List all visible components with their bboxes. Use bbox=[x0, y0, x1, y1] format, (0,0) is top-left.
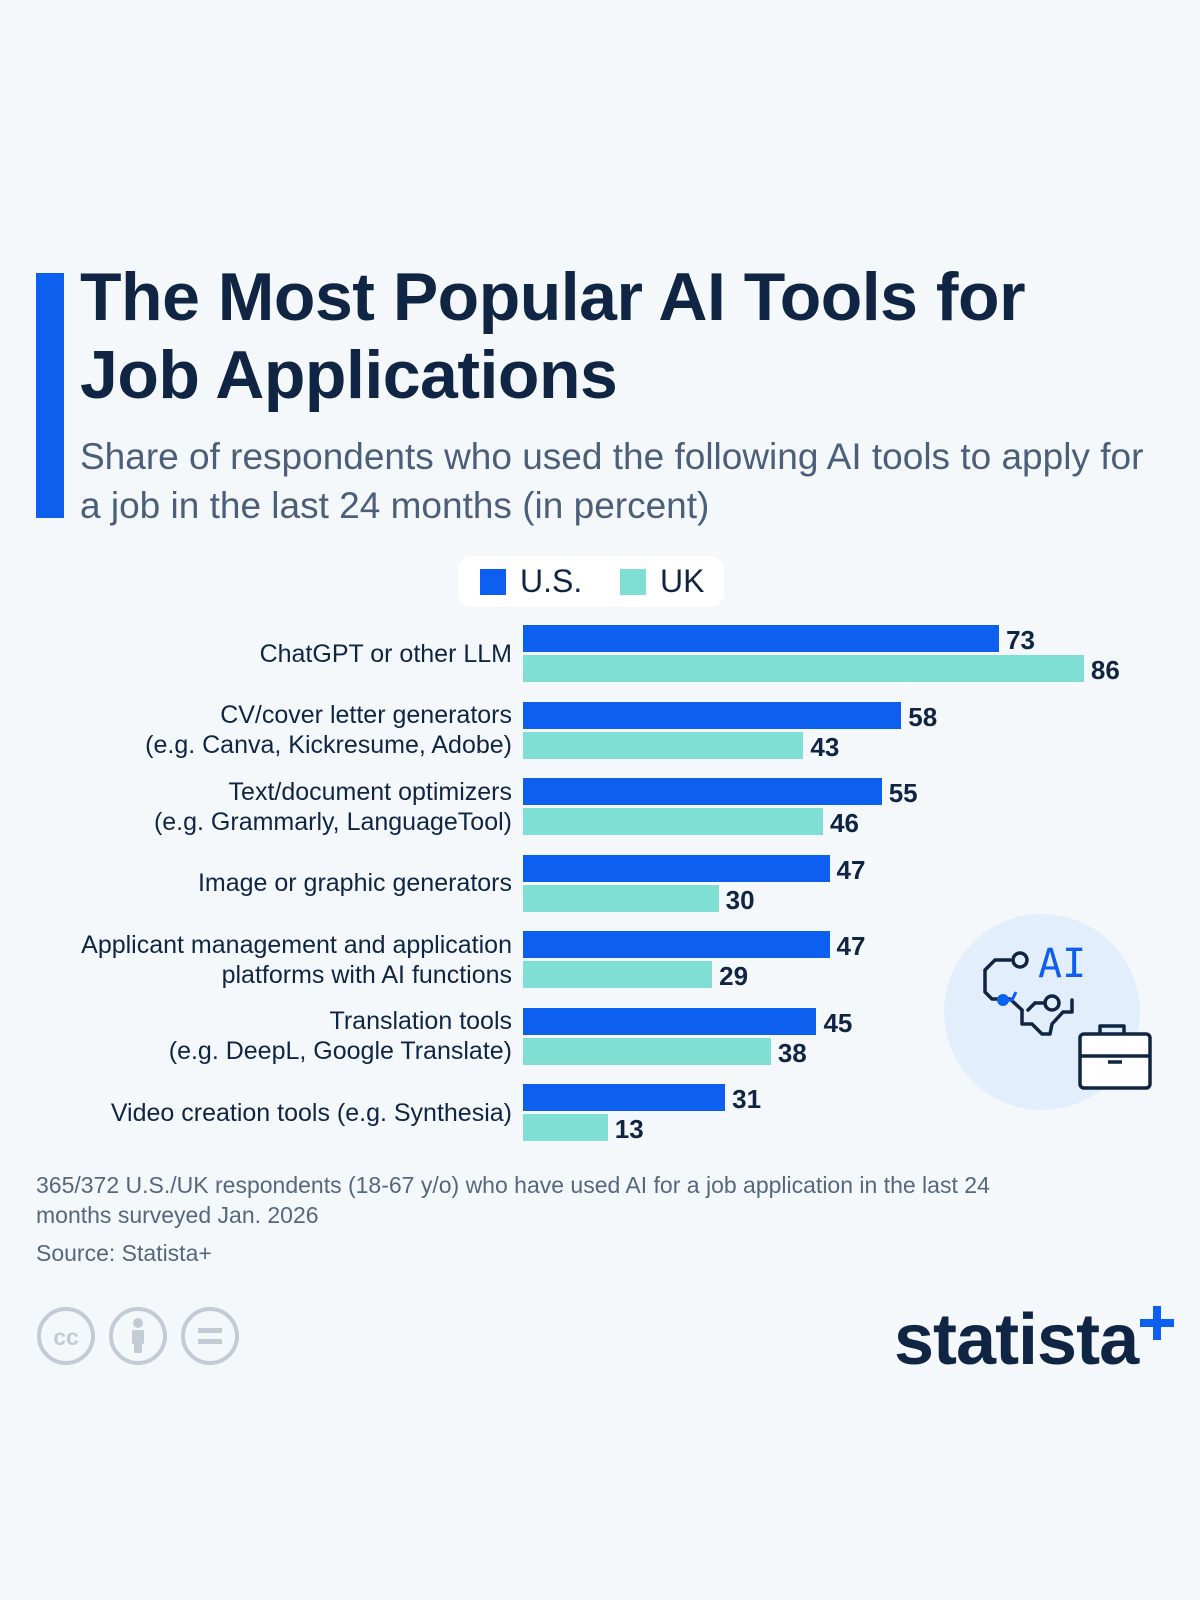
data-label-uk: 30 bbox=[725, 884, 755, 915]
survey-footnote: 365/372 U.S./UK respondents (18-67 y/o) … bbox=[36, 1172, 990, 1228]
category-label-line: (e.g. Grammarly, LanguageTool) bbox=[153, 807, 512, 836]
data-label-us: 47 bbox=[836, 854, 866, 885]
circuit-trace-accent bbox=[1003, 991, 1018, 1002]
category-label: Image or graphic generators bbox=[12, 868, 512, 898]
chart-subtitle: Share of respondents who used the follow… bbox=[80, 436, 1144, 526]
category-label-line: (e.g. Canva, Kickresume, Adobe) bbox=[145, 731, 512, 759]
category-label: ChatGPT or other LLM bbox=[12, 639, 512, 669]
data-label-us: 73 bbox=[1006, 625, 1035, 655]
category-label-line: platforms with AI functions bbox=[221, 960, 512, 989]
legend-label-us: U.S. bbox=[520, 563, 583, 599]
source-label: Source: Statista+ bbox=[36, 1240, 212, 1266]
category-label: Video creation tools (e.g. Synthesia) bbox=[12, 1098, 512, 1128]
legend-swatch-us bbox=[480, 568, 506, 595]
data-label-us: 47 bbox=[836, 931, 866, 961]
legend-item-us: U.S. bbox=[480, 556, 582, 607]
legend-item-uk: UK bbox=[620, 556, 704, 607]
category-label: CV/cover letter generators (e.g. Canva, K… bbox=[12, 700, 512, 760]
attribution-icon[interactable] bbox=[108, 1306, 168, 1366]
creative-commons-icon[interactable]: cc bbox=[36, 1306, 96, 1366]
category-label-line: (e.g. DeepL, Google Translate) bbox=[168, 1037, 512, 1065]
bar-uk bbox=[523, 808, 823, 835]
category-label: Applicant management and application plat… bbox=[12, 930, 512, 990]
data-label-uk: 86 bbox=[1090, 655, 1120, 685]
data-label-us: 45 bbox=[823, 1007, 853, 1038]
data-label-us: 31 bbox=[732, 1084, 762, 1114]
data-label-us: 55 bbox=[888, 778, 918, 808]
bar-uk bbox=[523, 731, 804, 759]
bar-uk bbox=[523, 1037, 771, 1065]
category-label-line: Text/document optimizers bbox=[228, 777, 512, 806]
plus-icon bbox=[1140, 1306, 1174, 1340]
briefcase-icon bbox=[1078, 1024, 1152, 1090]
legend-label-uk: UK bbox=[660, 563, 705, 599]
data-label-us: 58 bbox=[908, 701, 938, 732]
svg-text:cc: cc bbox=[53, 1324, 79, 1350]
category-label-line: Translation tools bbox=[329, 1007, 513, 1035]
bar-uk bbox=[523, 655, 1084, 682]
category-label-line: CV/cover letter generators bbox=[220, 701, 512, 729]
category-label: Translation tools (e.g. DeepL, Google Tra… bbox=[12, 1006, 512, 1066]
category-label: Text/document optimizers (e.g. Grammarly,… bbox=[12, 777, 512, 837]
data-label-uk: 29 bbox=[719, 961, 749, 991]
chart-title: The Most Popular AI Tools for Job Applic… bbox=[80, 259, 1026, 413]
bar-us bbox=[523, 778, 882, 805]
bar-us bbox=[523, 701, 902, 729]
data-label-uk: 43 bbox=[810, 731, 840, 762]
bar-uk bbox=[523, 884, 719, 912]
ai-badge-text: AI bbox=[1038, 941, 1086, 987]
bar-us bbox=[523, 931, 830, 958]
bar-us bbox=[523, 854, 830, 882]
category-label-line: ChatGPT or other LLM bbox=[259, 639, 512, 668]
data-label-uk: 13 bbox=[614, 1114, 644, 1144]
legend: U.S. UK bbox=[458, 556, 724, 607]
no-derivatives-icon[interactable] bbox=[180, 1306, 240, 1366]
bar-uk bbox=[523, 961, 713, 988]
title-accent-bar bbox=[36, 273, 64, 518]
data-label-uk: 46 bbox=[830, 808, 859, 838]
bar-us bbox=[523, 625, 1000, 652]
legend-swatch-uk bbox=[620, 568, 646, 595]
statista-wordmark: statista bbox=[894, 1300, 1139, 1380]
data-label-uk: 38 bbox=[777, 1037, 807, 1068]
category-label-line: Applicant management and application bbox=[81, 930, 512, 959]
bar-us bbox=[523, 1007, 817, 1035]
statista-logo[interactable]: statista bbox=[894, 1300, 1174, 1380]
bar-uk bbox=[523, 1114, 608, 1141]
category-label-line: Video creation tools (e.g. Synthesia) bbox=[110, 1098, 512, 1127]
category-label-line: Image or graphic generators bbox=[197, 869, 512, 897]
bar-us bbox=[523, 1084, 726, 1111]
ai-job-illustration: AI bbox=[944, 914, 1152, 1110]
